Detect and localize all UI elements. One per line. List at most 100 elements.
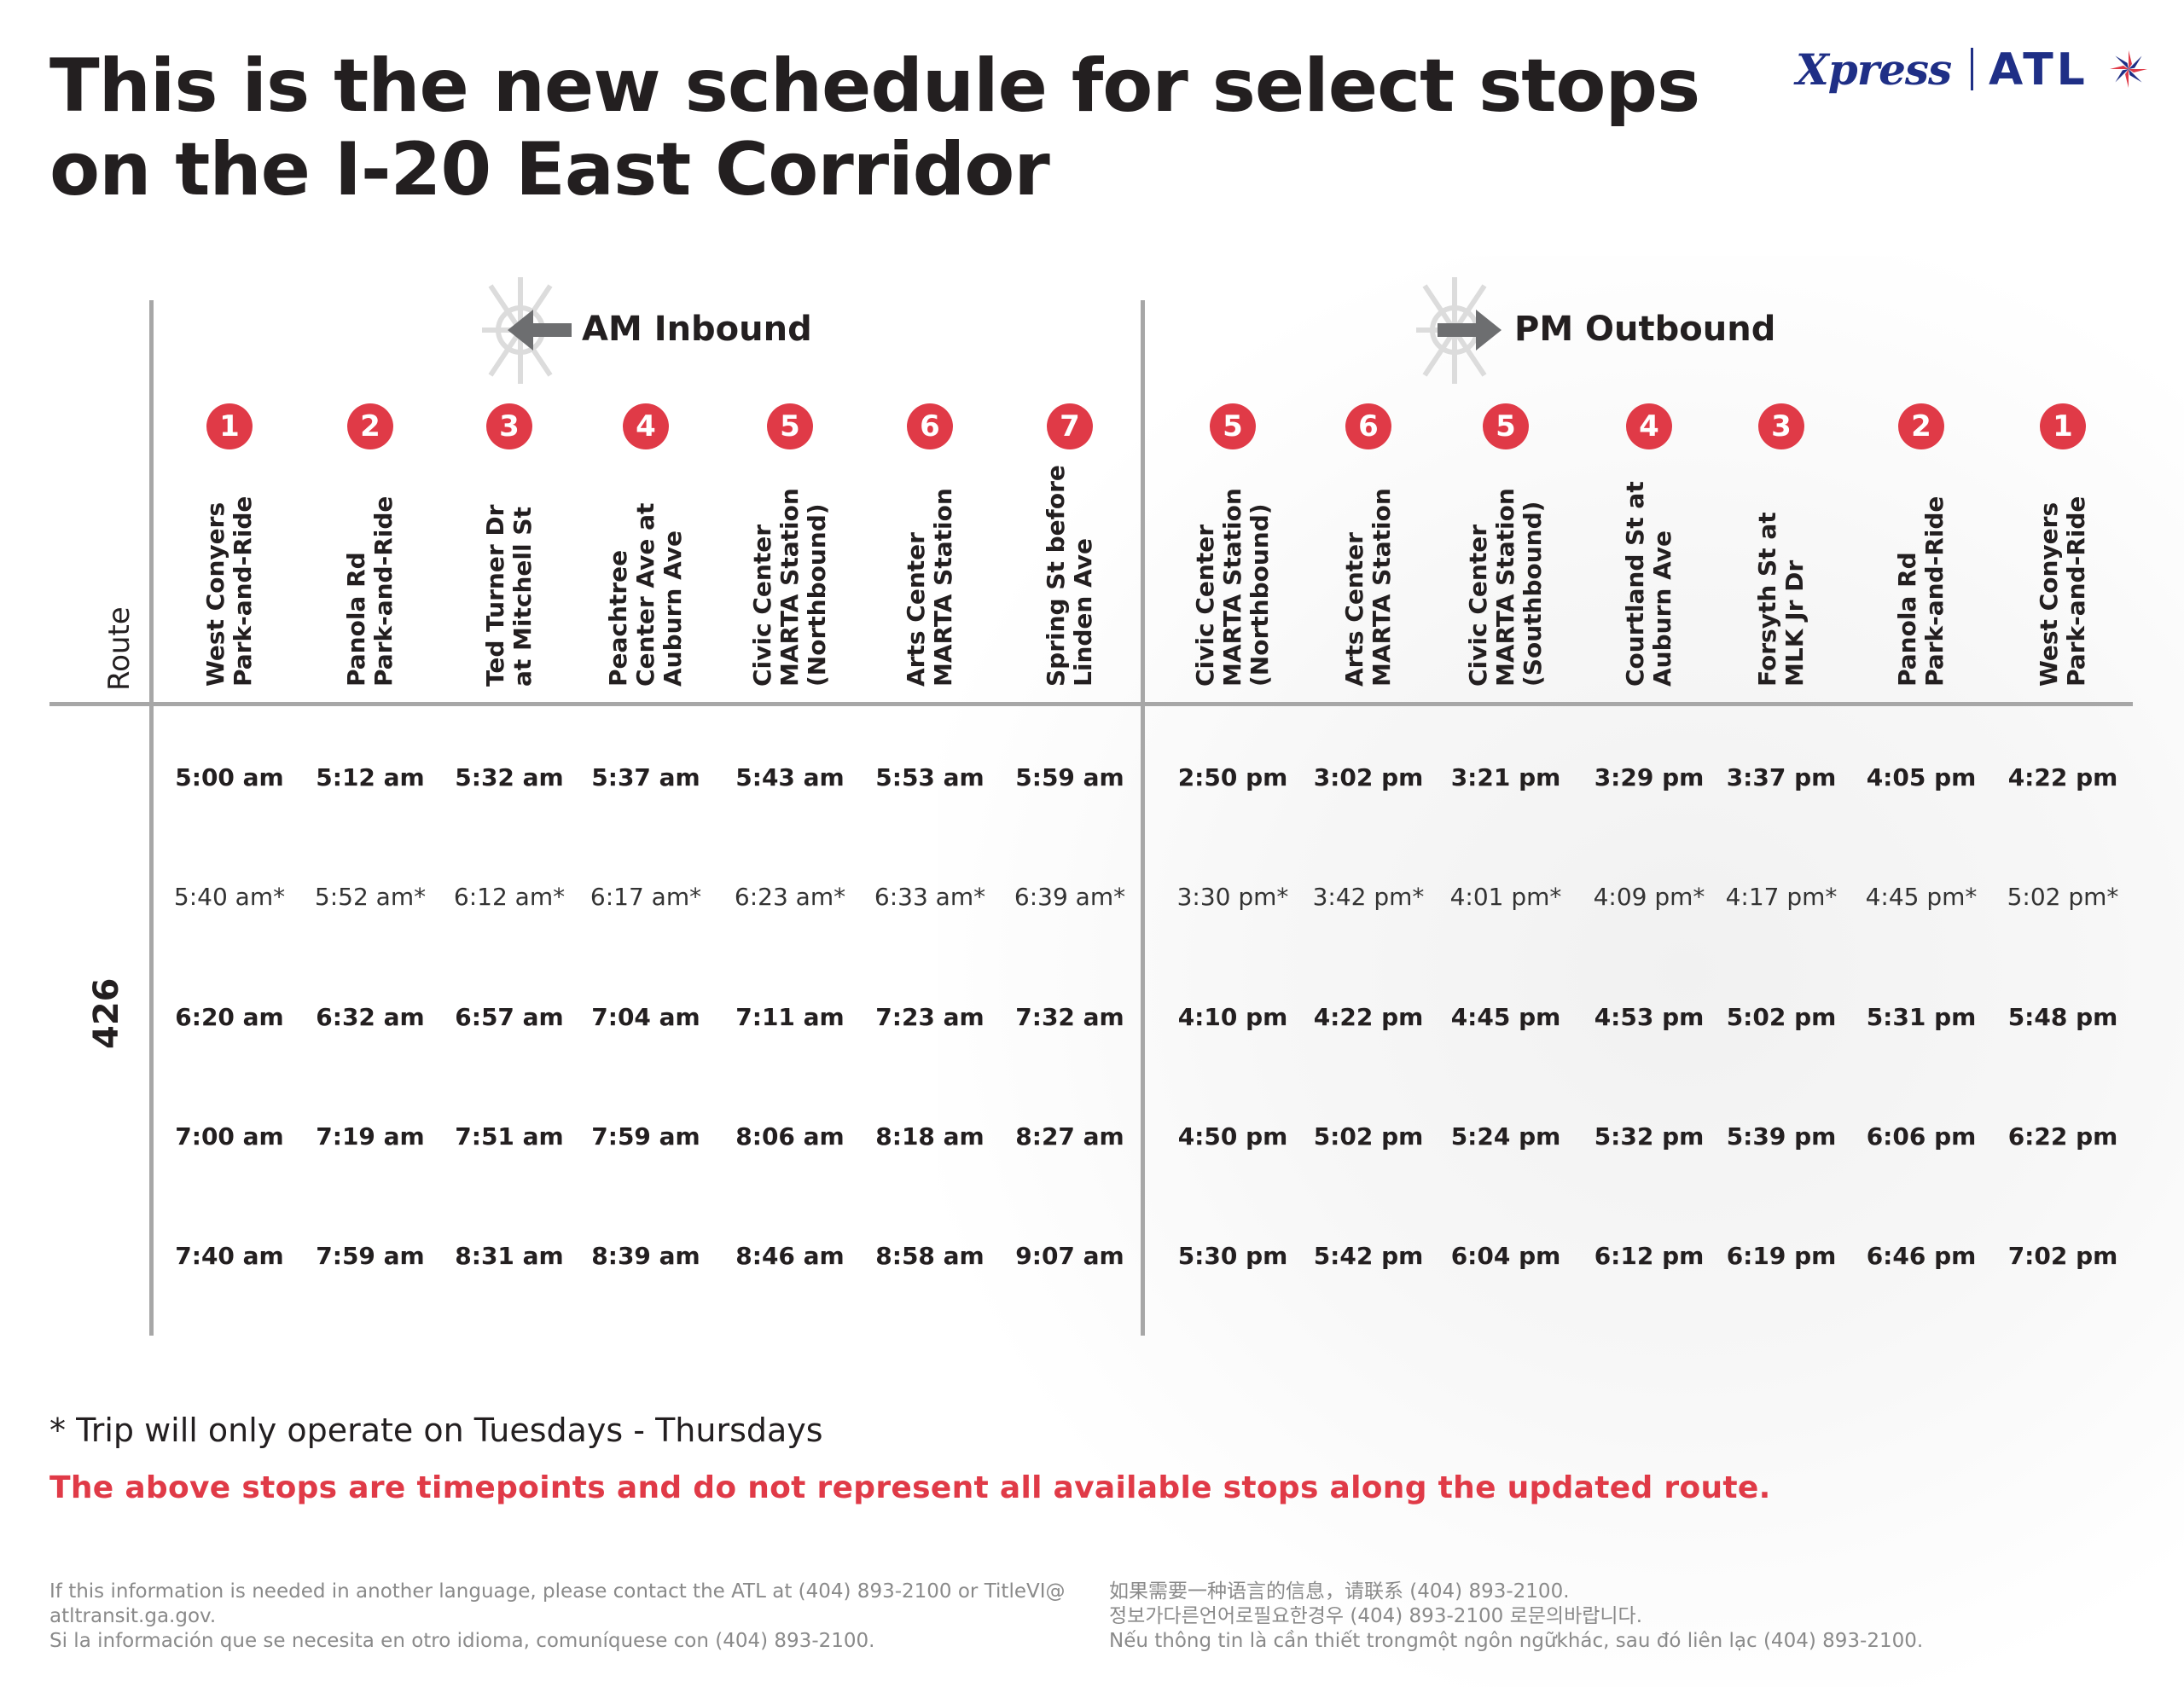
pm-stop-badge: 1 bbox=[2040, 403, 2086, 449]
pm-time-cell: 7:02 pm bbox=[2007, 1242, 2118, 1270]
pm-time-cell: 5:24 pm bbox=[1450, 1122, 1561, 1151]
pm-time-cell: 5:42 pm bbox=[1313, 1242, 1424, 1270]
am-time-cell: 5:37 am bbox=[591, 763, 700, 791]
header-divider bbox=[49, 702, 2133, 706]
pm-time-cell: 5:02 pm bbox=[1313, 1122, 1424, 1151]
pm-time-cell: 3:37 pm bbox=[1726, 763, 1837, 791]
pm-stop-name-text: West Conyers Park-and-Ride bbox=[2035, 496, 2090, 687]
timepoints-warning: The above stops are timepoints and do no… bbox=[49, 1470, 1771, 1505]
pm-time-cell: 5:32 pm bbox=[1594, 1122, 1705, 1151]
am-time-cell: 7:59 am bbox=[591, 1122, 700, 1151]
pm-time-cell: 6:12 pm bbox=[1594, 1242, 1705, 1270]
am-time-cell: 5:00 am bbox=[175, 763, 284, 791]
pm-stop-name-text: Forsyth St at MLK Jr Dr bbox=[1753, 512, 1809, 687]
right-arrow-icon bbox=[1416, 277, 1502, 384]
am-time-cell: 7:04 am bbox=[591, 1003, 700, 1031]
background-bus-photo bbox=[938, 256, 2184, 1687]
pm-stop-name: Civic Center MARTA Station (Southbound) bbox=[1464, 465, 1547, 687]
pm-time-cell: 3:21 pm bbox=[1450, 763, 1561, 791]
language-assistance-right: 如果需要一种语言的信息，请联系 (404) 893-2100. 정보가다른언어로… bbox=[1109, 1580, 1923, 1654]
pm-stop-badge: 5 bbox=[1483, 403, 1529, 449]
pm-time-cell: 5:39 pm bbox=[1726, 1122, 1837, 1151]
pm-stop-name: Courtland St at Auburn Ave bbox=[1621, 465, 1676, 687]
pm-time-cell: 4:17 pm* bbox=[1725, 883, 1838, 911]
pm-time-cell: 4:45 pm bbox=[1450, 1003, 1561, 1031]
am-time-cell: 5:59 am bbox=[1015, 763, 1124, 791]
pm-time-cell: 5:02 pm bbox=[1726, 1003, 1837, 1031]
pm-stop-name-text: Civic Center MARTA Station (Southbound) bbox=[1464, 488, 1547, 687]
am-stop-badge: 5 bbox=[767, 403, 813, 449]
pm-stop-badge: 6 bbox=[1345, 403, 1391, 449]
am-stop-name-text: Arts Center MARTA Station bbox=[902, 488, 957, 687]
pm-stop-name: Panola Rd Park-and-Ride bbox=[1893, 465, 1949, 687]
pm-time-cell: 4:53 pm bbox=[1594, 1003, 1705, 1031]
language-assistance-left: If this information is needed in another… bbox=[49, 1580, 1066, 1654]
am-time-cell: 7:11 am bbox=[735, 1003, 845, 1031]
am-stop-name-text: Panola Rd Park-and-Ride bbox=[342, 496, 398, 687]
pm-time-cell: 6:46 pm bbox=[1866, 1242, 1977, 1270]
am-stop-name: Civic Center MARTA Station (Northbound) bbox=[748, 465, 831, 687]
lang-line: Nếu thông tin là cần thiết trongmột ngôn… bbox=[1109, 1630, 1924, 1652]
am-time-cell: 6:12 am* bbox=[453, 883, 566, 911]
am-time-cell: 8:46 am bbox=[735, 1242, 845, 1270]
pm-time-cell: 4:05 pm bbox=[1866, 763, 1977, 791]
pm-time-cell: 4:45 pm* bbox=[1865, 883, 1978, 911]
am-time-cell: 5:32 am bbox=[455, 763, 564, 791]
am-time-cell: 7:23 am bbox=[875, 1003, 985, 1031]
am-time-cell: 8:58 am bbox=[875, 1242, 985, 1270]
am-time-cell: 6:39 am* bbox=[1014, 883, 1126, 911]
am-time-cell: 8:06 am bbox=[735, 1122, 845, 1151]
am-time-cell: 6:20 am bbox=[175, 1003, 284, 1031]
lang-line: atltransit.ga.gov. bbox=[49, 1605, 217, 1627]
pm-time-cell: 6:19 pm bbox=[1726, 1242, 1837, 1270]
footnote: * Trip will only operate on Tuesdays - T… bbox=[49, 1412, 823, 1449]
pm-outbound-label: PM Outbound bbox=[1514, 310, 1776, 349]
logo-divider bbox=[1971, 48, 1973, 90]
am-stop-name: Spring St before Linden Ave bbox=[1042, 465, 1097, 687]
xpress-atl-logo: Xpress ATL bbox=[1796, 44, 2171, 96]
am-time-cell: 7:00 am bbox=[175, 1122, 284, 1151]
route-column-divider bbox=[149, 300, 154, 1336]
pm-time-cell: 5:30 pm bbox=[1177, 1242, 1288, 1270]
am-time-cell: 9:07 am bbox=[1015, 1242, 1124, 1270]
pm-time-cell: 3:42 pm* bbox=[1312, 883, 1425, 911]
am-time-cell: 6:33 am* bbox=[874, 883, 986, 911]
route-header-label: Route bbox=[102, 606, 136, 691]
am-time-cell: 7:51 am bbox=[455, 1122, 564, 1151]
pm-time-cell: 3:02 pm bbox=[1313, 763, 1424, 791]
page-title: This is the new schedule for select stop… bbox=[49, 44, 1700, 212]
pm-stop-name-text: Arts Center MARTA Station bbox=[1340, 488, 1396, 687]
am-stop-badge: 2 bbox=[347, 403, 393, 449]
am-time-cell: 5:43 am bbox=[735, 763, 845, 791]
atl-star-icon bbox=[2110, 50, 2147, 88]
pm-stop-badge: 2 bbox=[1898, 403, 1944, 449]
am-time-cell: 7:19 am bbox=[316, 1122, 425, 1151]
am-stop-name-text: Ted Turner Dr at Mitchell St bbox=[481, 504, 537, 687]
pm-time-cell: 4:22 pm bbox=[1313, 1003, 1424, 1031]
title-line-2: on the I-20 East Corridor bbox=[49, 127, 1050, 212]
am-time-cell: 8:39 am bbox=[591, 1242, 700, 1270]
pm-time-cell: 5:48 pm bbox=[2007, 1003, 2118, 1031]
pm-time-cell: 5:31 pm bbox=[1866, 1003, 1977, 1031]
left-arrow-icon bbox=[482, 277, 572, 384]
pm-stop-name-text: Panola Rd Park-and-Ride bbox=[1893, 496, 1949, 687]
am-time-cell: 6:17 am* bbox=[590, 883, 702, 911]
am-pm-divider bbox=[1141, 300, 1145, 1336]
am-time-cell: 6:57 am bbox=[455, 1003, 564, 1031]
am-stop-badge: 3 bbox=[486, 403, 532, 449]
am-time-cell: 5:53 am bbox=[875, 763, 985, 791]
am-stop-name: Ted Turner Dr at Mitchell St bbox=[481, 465, 537, 687]
pm-stop-name-text: Courtland St at Auburn Ave bbox=[1621, 481, 1676, 687]
am-inbound-label: AM Inbound bbox=[582, 310, 812, 349]
am-stop-name: Arts Center MARTA Station bbox=[902, 465, 957, 687]
am-time-cell: 8:18 am bbox=[875, 1122, 985, 1151]
atl-logo-text: ATL bbox=[1989, 44, 2088, 96]
am-stop-name: Panola Rd Park-and-Ride bbox=[342, 465, 398, 687]
lang-line: If this information is needed in another… bbox=[49, 1580, 1066, 1603]
pm-time-cell: 4:09 pm* bbox=[1593, 883, 1705, 911]
route-number-label: 426 bbox=[87, 977, 126, 1050]
am-time-cell: 8:31 am bbox=[455, 1242, 564, 1270]
am-time-cell: 7:59 am bbox=[316, 1242, 425, 1270]
pm-time-cell: 4:22 pm bbox=[2007, 763, 2118, 791]
pm-time-cell: 4:10 pm bbox=[1177, 1003, 1288, 1031]
